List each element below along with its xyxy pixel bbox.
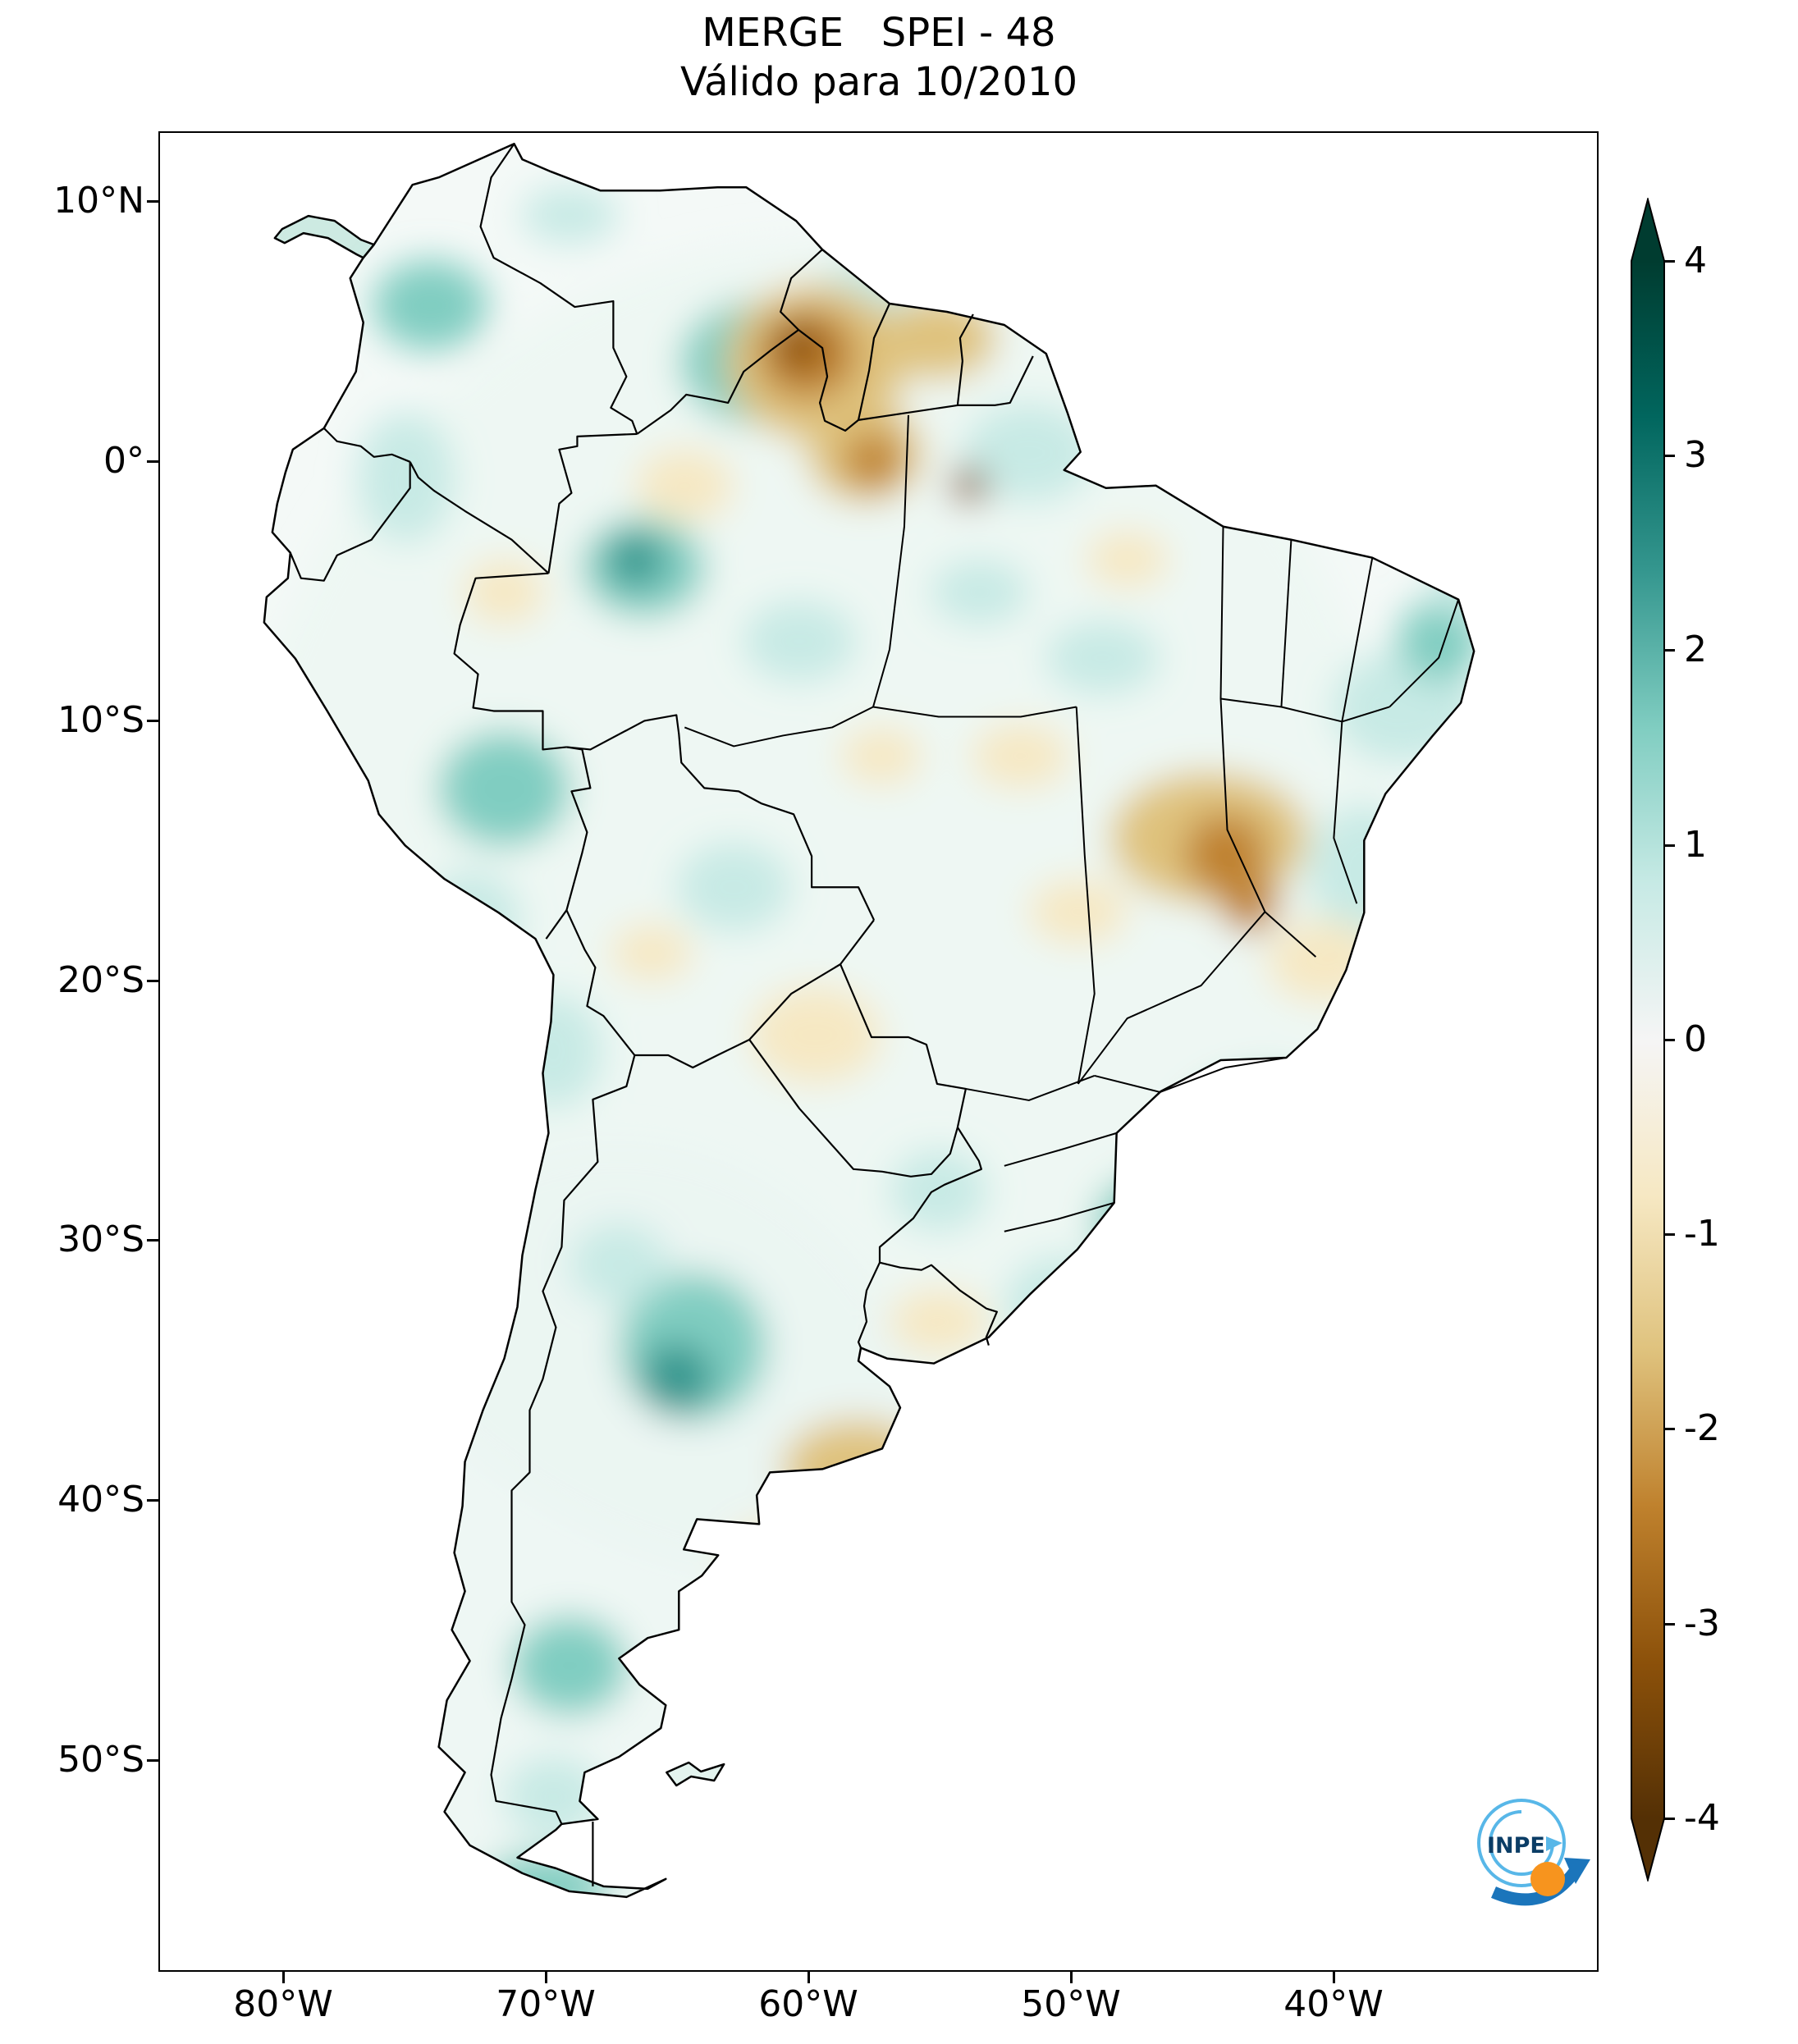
country-borders xyxy=(289,143,1034,1886)
y-tick-label: 10°N xyxy=(53,180,144,222)
logo-blue-arrow-icon xyxy=(1491,1868,1579,1906)
logo-swirl-circle-icon xyxy=(1477,1799,1566,1887)
colorbar-tick xyxy=(1664,1623,1675,1626)
y-tick xyxy=(147,980,158,982)
colorbar-tick xyxy=(1664,455,1675,457)
coastline xyxy=(263,143,1475,1899)
colorbar-tick-label: 2 xyxy=(1684,629,1707,670)
logo-text: INPE xyxy=(1487,1833,1545,1859)
colorbar-tick-label: 4 xyxy=(1684,240,1707,281)
x-tick xyxy=(807,1972,810,1983)
x-tick-label: 70°W xyxy=(496,1983,596,2025)
y-tick xyxy=(147,1239,158,1241)
y-tick-label: 30°S xyxy=(57,1219,144,1260)
y-tick xyxy=(147,200,158,203)
state-borders xyxy=(684,414,1460,1232)
colorbar-gradient xyxy=(1631,198,1665,1882)
colorbar-tick-label: -3 xyxy=(1684,1603,1720,1644)
logo-orange-ball-icon xyxy=(1530,1862,1565,1896)
figure-subtitle: Válido para 10/2010 xyxy=(680,59,1077,105)
y-tick-label: 10°S xyxy=(57,699,144,741)
logo-swirl-arrowhead-icon xyxy=(1546,1836,1562,1851)
x-tick xyxy=(282,1972,285,1983)
colorbar-tick xyxy=(1664,1233,1675,1236)
colorbar xyxy=(1631,198,1665,1882)
x-tick xyxy=(1333,1972,1335,1983)
x-tick xyxy=(545,1972,547,1983)
colorbar-tick-label: -1 xyxy=(1684,1213,1720,1255)
south-america-map xyxy=(263,143,1475,1899)
colorbar-tick-label: 1 xyxy=(1684,824,1707,866)
y-tick xyxy=(147,720,158,722)
x-tick-label: 50°W xyxy=(1021,1983,1121,2025)
x-tick-label: 80°W xyxy=(233,1983,333,2025)
colorbar-tick-label: -4 xyxy=(1684,1797,1720,1839)
colorbar-tick xyxy=(1664,1039,1675,1041)
y-tick-label: 50°S xyxy=(57,1739,144,1781)
figure-title: MERGE SPEI - 48 xyxy=(702,10,1056,56)
colorbar-tick-label: 0 xyxy=(1684,1018,1707,1060)
logo-blue-arrowhead-icon xyxy=(1564,1858,1590,1884)
colorbar-tick xyxy=(1664,1428,1675,1430)
colorbar-tick xyxy=(1664,649,1675,652)
x-tick-label: 40°W xyxy=(1283,1983,1384,2025)
colorbar-tick-label: 3 xyxy=(1684,434,1707,476)
y-tick xyxy=(147,460,158,463)
spei-field xyxy=(263,186,1475,1897)
x-tick xyxy=(1070,1972,1073,1983)
y-tick xyxy=(147,1759,158,1762)
colorbar-tick-label: -2 xyxy=(1684,1407,1720,1449)
y-tick xyxy=(147,1499,158,1502)
y-tick-label: 20°S xyxy=(57,959,144,1001)
y-tick-label: 0° xyxy=(103,440,144,482)
y-tick-label: 40°S xyxy=(57,1479,144,1520)
colorbar-tick xyxy=(1664,260,1675,263)
colorbar-tick xyxy=(1664,844,1675,847)
colorbar-tick xyxy=(1664,1818,1675,1820)
x-tick-label: 60°W xyxy=(758,1983,858,2025)
inpe-logo: INPE xyxy=(1477,1799,1590,1906)
